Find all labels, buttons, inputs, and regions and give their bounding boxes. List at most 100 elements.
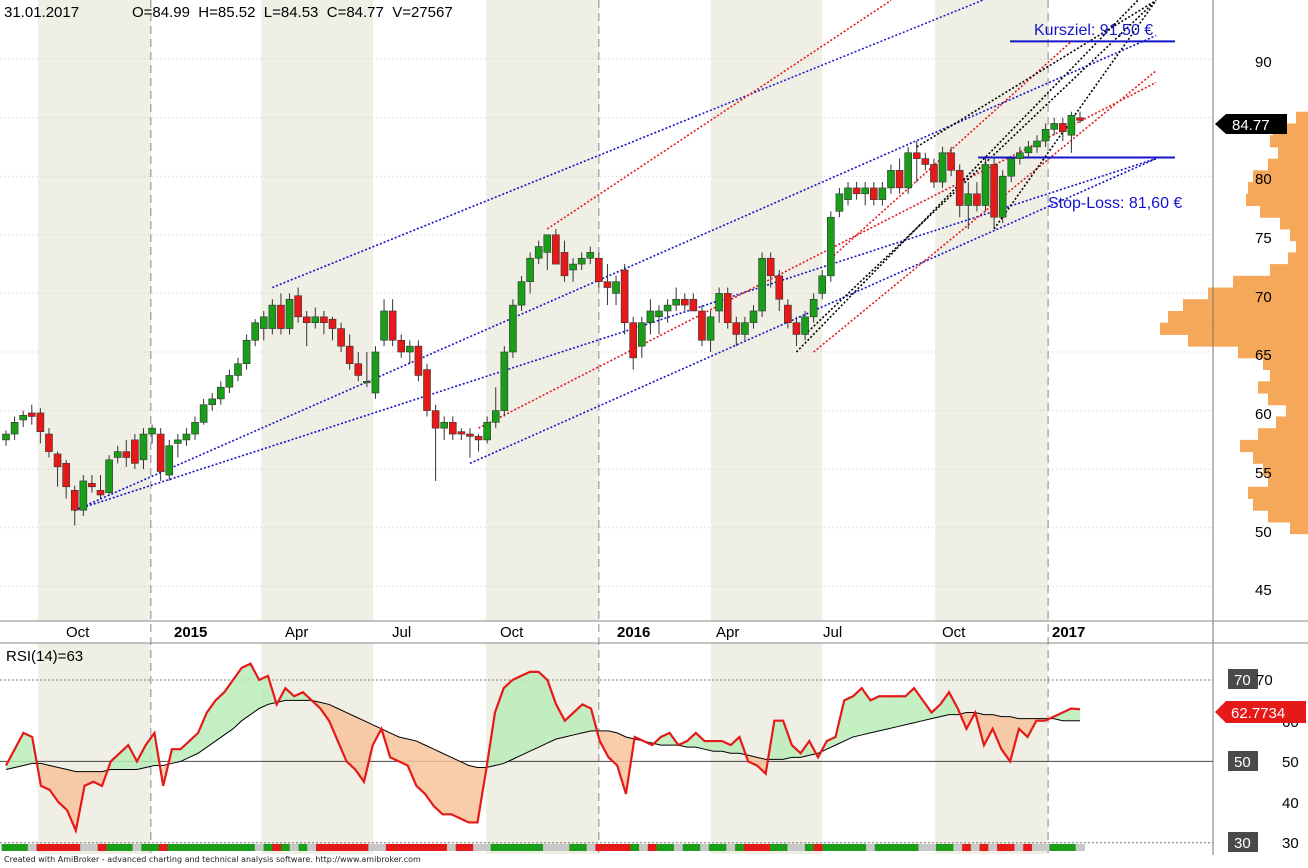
- candle: [328, 316, 337, 341]
- rsi-fill-down: [355, 716, 364, 782]
- candle: [560, 240, 569, 282]
- candle: [869, 182, 878, 206]
- price-tick: 80: [1255, 171, 1272, 188]
- rsi-fill-down: [329, 704, 338, 742]
- candle: [491, 387, 500, 429]
- signal-strip-cell: [324, 844, 335, 851]
- volume-profile-bar: [1296, 111, 1308, 124]
- last-price-tag: 84.77: [1215, 114, 1287, 134]
- candle: [1007, 158, 1016, 183]
- signal-strip-cell: [1031, 844, 1042, 851]
- candle-body-bear: [423, 369, 431, 411]
- signal-strip-cell: [804, 844, 815, 851]
- candle-body-bull: [586, 252, 595, 259]
- signal-strip-cell: [717, 844, 727, 851]
- candle: [217, 381, 225, 405]
- rsi-fill-up: [730, 736, 740, 754]
- candle-body-bull: [964, 193, 973, 206]
- header-ohlcv: O=84.99 H=85.52 L=84.53 C=84.77 V=27567: [132, 4, 453, 21]
- candle: [827, 211, 835, 282]
- candle: [861, 182, 870, 206]
- trendline-red-dotted: [546, 0, 892, 230]
- candle: [792, 316, 801, 347]
- candle: [466, 428, 474, 458]
- candle: [543, 234, 552, 270]
- volume-profile-bar: [1253, 170, 1308, 183]
- last-price-label: 84.77: [1232, 117, 1270, 134]
- signal-strip-cell: [1066, 844, 1077, 851]
- candle: [88, 475, 96, 493]
- signal-strip-cell: [71, 844, 81, 851]
- signal-strip-cell: [979, 844, 989, 851]
- candle: [277, 293, 285, 335]
- horizontal-levels: [978, 40, 1175, 159]
- candle-body-bull: [182, 433, 191, 441]
- candle: [174, 434, 182, 458]
- signal-strip-cell: [237, 844, 247, 851]
- rsi-fill-up: [870, 696, 880, 733]
- rsi-fill-up: [110, 753, 120, 770]
- candle: [698, 305, 706, 347]
- volume-profile-bar: [1268, 510, 1308, 523]
- candle-body-bull: [646, 310, 655, 324]
- rsi-fill-down: [992, 714, 1002, 750]
- candle: [973, 182, 981, 212]
- candle-body-bull: [938, 152, 947, 183]
- candle: [887, 164, 895, 194]
- trendline-blue-dotted: [74, 157, 1157, 511]
- candle-body-bull: [749, 310, 758, 324]
- volume-profile-bar: [1290, 521, 1308, 535]
- volume-profile-bar: [1188, 334, 1308, 347]
- signal-strip-cell: [525, 844, 535, 851]
- candle: [1050, 117, 1059, 136]
- rsi-signal-strip: [1, 844, 1085, 851]
- signal-strip-cell: [1014, 844, 1024, 851]
- rsi-fill-up: [215, 692, 225, 742]
- price-tick: 90: [1255, 54, 1272, 71]
- volume-profile-bar: [1286, 404, 1308, 417]
- candle-body-bull: [1024, 146, 1033, 154]
- candle: [79, 475, 88, 517]
- signal-strip-cell: [639, 844, 649, 851]
- rsi-fill-up: [582, 704, 592, 733]
- rsi-fill-up: [861, 688, 871, 735]
- rsi-fill-up: [198, 712, 207, 754]
- signal-strip-cell: [883, 844, 893, 851]
- rsi-fill-up: [14, 732, 24, 768]
- signal-strip-cell: [246, 844, 256, 851]
- candle-body-bull: [380, 310, 388, 341]
- rsi-fill-up: [529, 671, 539, 752]
- signal-strip-cell: [839, 844, 850, 851]
- candle-body-bull: [19, 414, 27, 421]
- candle-body-bull: [517, 281, 526, 306]
- trendline-black-dotted: [804, 0, 1157, 335]
- signal-strip-cell: [54, 844, 64, 851]
- signal-strip-cell: [892, 844, 902, 851]
- volume-profile-bar: [1288, 252, 1308, 265]
- rsi-fill-up: [573, 704, 583, 735]
- candle-body-bull: [225, 375, 234, 388]
- candle-body-bear: [680, 298, 689, 306]
- candle: [603, 264, 612, 306]
- rsi-fill-down: [337, 708, 347, 762]
- signal-strip-cell: [27, 844, 38, 851]
- volume-profile-bar: [1240, 439, 1308, 453]
- candle: [423, 363, 431, 417]
- candle: [10, 416, 19, 440]
- time-tick: Oct: [66, 624, 90, 641]
- candle: [938, 146, 947, 188]
- footer-credit: Created with AmiBroker - advanced charti…: [4, 855, 421, 864]
- signal-strip-cell: [665, 844, 675, 851]
- candle-body-bull: [878, 187, 887, 200]
- volume-profile-bar: [1233, 275, 1308, 289]
- volume-profile-bar: [1248, 486, 1308, 499]
- rsi-fill-up: [774, 720, 784, 760]
- candle-body-bull: [500, 351, 509, 411]
- rsi-fill-up: [521, 671, 530, 756]
- candle-body-bear: [1076, 117, 1084, 121]
- rsi-fill-down: [364, 720, 373, 782]
- candle: [680, 293, 689, 311]
- candle: [105, 455, 113, 495]
- candle: [483, 416, 491, 444]
- candle-body-bull: [234, 363, 242, 376]
